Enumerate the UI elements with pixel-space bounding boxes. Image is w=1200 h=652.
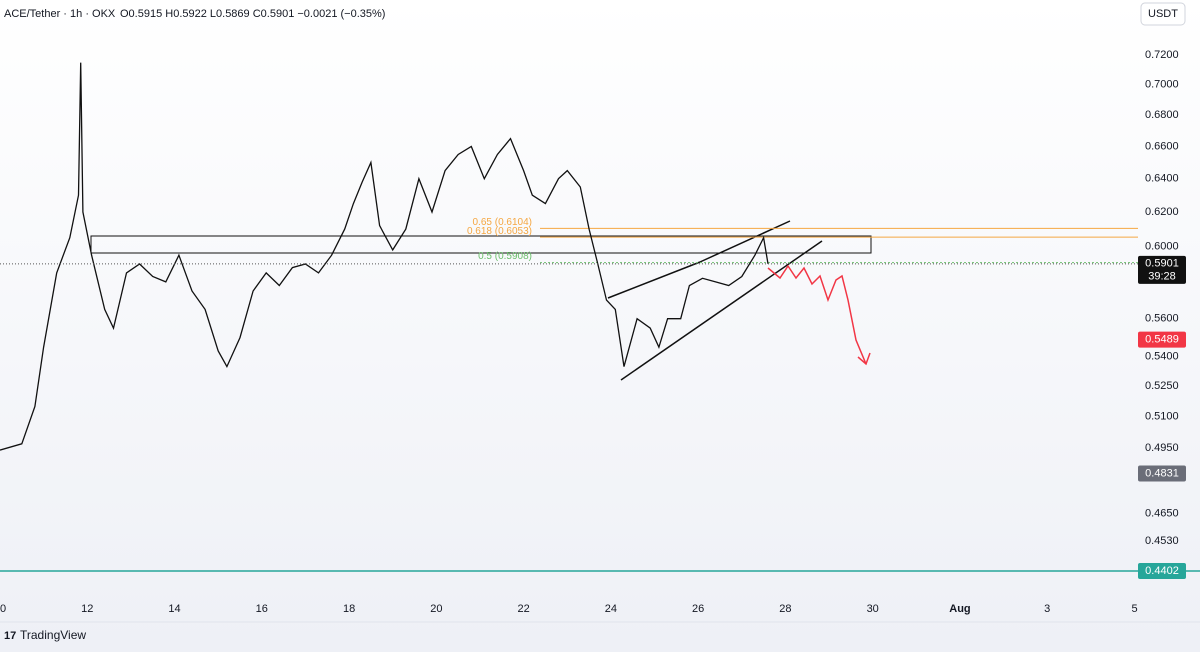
y-tick-label: 0.5250 — [1145, 380, 1179, 392]
y-tick-label: 0.5100 — [1145, 411, 1179, 423]
x-tick-label: 30 — [867, 603, 879, 615]
x-tick-label: 14 — [168, 603, 180, 615]
price-tag — [1138, 562, 1186, 579]
currency-button[interactable] — [1140, 2, 1186, 26]
x-tick-label: 10 — [0, 603, 6, 615]
x-tick-label: 20 — [430, 603, 442, 615]
y-tick-label: 0.5600 — [1145, 313, 1179, 325]
price-tag-label: 0.5901 — [1145, 258, 1179, 270]
x-tick-label: 5 — [1131, 603, 1137, 615]
price-tag-label: 0.5489 — [1145, 334, 1179, 346]
wedge-line — [620, 240, 823, 381]
y-tick-label: 0.6000 — [1145, 240, 1179, 252]
fib-label: 0.5 (0.5908) — [478, 251, 532, 262]
y-tick-label: 0.6200 — [1145, 206, 1179, 218]
y-tick-label: 0.5400 — [1145, 351, 1179, 363]
symbol: ACE/Tether · 1h · OKX — [4, 8, 116, 20]
x-tick-label: Aug — [949, 603, 970, 615]
y-tick-label: 0.7200 — [1145, 49, 1179, 61]
y-tick-label: 0.4530 — [1145, 535, 1179, 547]
fib-label: 0.618 (0.6053) — [467, 226, 532, 237]
x-tick-label: 16 — [256, 603, 268, 615]
price-line — [0, 62, 769, 451]
price-tag — [1138, 331, 1186, 348]
ohlc: O0.5915 H0.5922 L0.5869 C0.5901 −0.0021 … — [120, 8, 385, 20]
wedge-line — [607, 261, 701, 299]
x-tick-label: 3 — [1044, 603, 1050, 615]
brand: TradingView — [20, 628, 86, 642]
price-tag-label: 0.4831 — [1145, 467, 1179, 479]
x-tick-label: 12 — [81, 603, 93, 615]
brand-icon: 17 — [4, 630, 16, 642]
y-tick-label: 0.6600 — [1145, 140, 1179, 152]
price-tag — [1138, 465, 1186, 482]
y-tick-label: 0.6400 — [1145, 173, 1179, 185]
y-tick-label: 0.6800 — [1145, 109, 1179, 121]
x-tick-label: 28 — [779, 603, 791, 615]
projection — [767, 264, 867, 365]
x-tick-label: 22 — [517, 603, 529, 615]
price-tag — [1138, 255, 1186, 284]
countdown: 39:28 — [1148, 271, 1176, 283]
zone-box — [90, 235, 872, 254]
projection-arrow — [857, 352, 871, 366]
y-tick-label: 0.7000 — [1145, 79, 1179, 91]
currency[interactable]: USDT — [1148, 8, 1178, 20]
drawings — [90, 220, 872, 381]
x-tick-label: 24 — [605, 603, 617, 615]
y-tick-label: 0.4950 — [1145, 442, 1179, 454]
x-tick-label: 18 — [343, 603, 355, 615]
wedge-line — [699, 220, 791, 263]
fib-label: 0.65 (0.6104) — [473, 217, 533, 228]
y-tick-label: 0.4650 — [1145, 507, 1179, 519]
price-tag-label: 0.4402 — [1145, 565, 1179, 577]
x-tick-label: 26 — [692, 603, 704, 615]
